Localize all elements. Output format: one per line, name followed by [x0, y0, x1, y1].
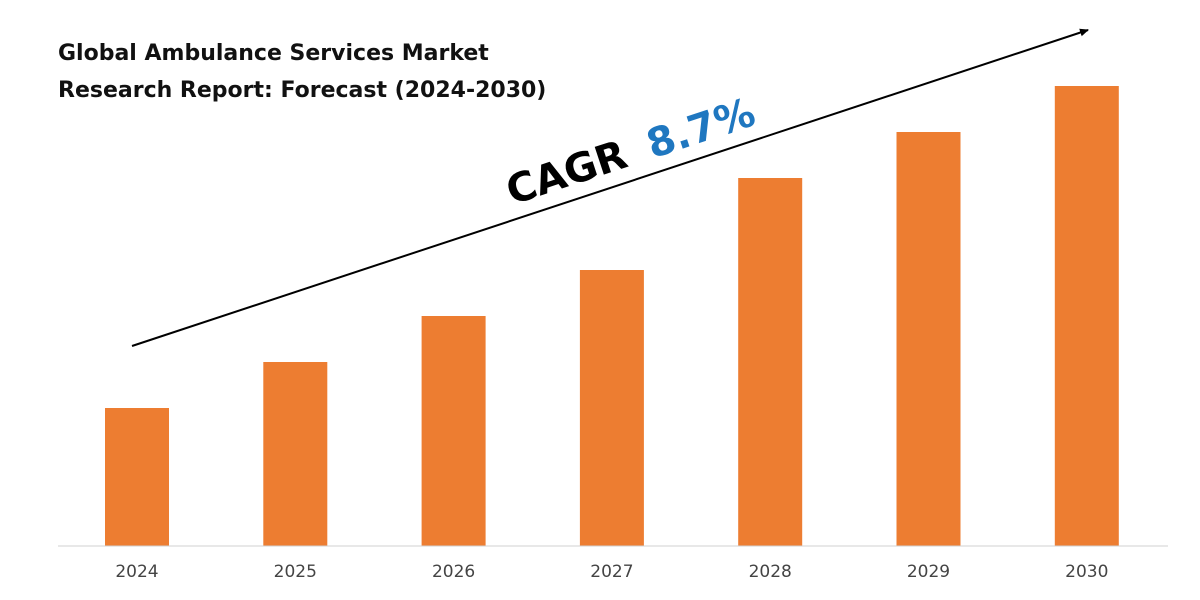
bar-2029	[896, 132, 961, 546]
bar-2027	[579, 270, 644, 546]
x-tick-labels: 2024 2025 2026 2027 2028 2029 2030	[115, 562, 1108, 582]
x-tick-label-2024: 2024	[115, 562, 158, 582]
bar-2030	[1054, 86, 1119, 546]
chart-title-line-2: Research Report: Forecast (2024-2030)	[58, 78, 546, 103]
x-tick-label-2029: 2029	[907, 562, 950, 582]
bars-group	[105, 86, 1119, 546]
x-tick-label-2025: 2025	[274, 562, 317, 582]
bar-2025	[263, 362, 328, 546]
bar-2028	[738, 178, 803, 546]
bar-2026	[421, 316, 486, 546]
x-tick-label-2027: 2027	[590, 562, 633, 582]
cagr-value: 8.7%	[641, 90, 761, 169]
bar-2024	[105, 408, 169, 546]
x-tick-label-2028: 2028	[749, 562, 792, 582]
x-tick-label-2030: 2030	[1065, 562, 1108, 582]
x-tick-label-2026: 2026	[432, 562, 475, 582]
growth-trend-arrow	[131, 28, 1089, 347]
chart-title-line-1: Global Ambulance Services Market	[58, 41, 489, 66]
